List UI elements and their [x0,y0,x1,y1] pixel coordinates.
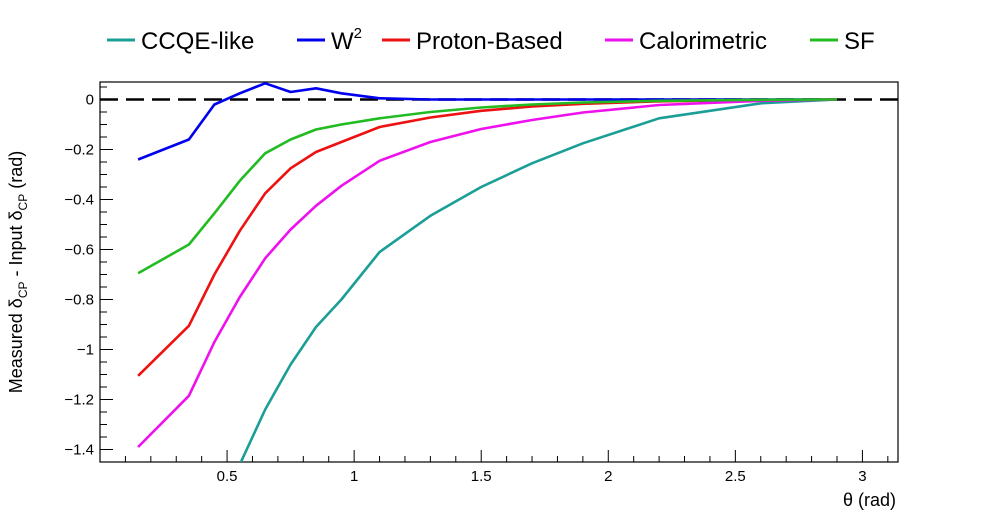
y-tick-label: −0.6 [64,242,94,259]
x-tick-label: 1 [350,468,358,485]
y-axis-title-unit: (rad) [6,151,26,194]
plot-frame [99,81,899,463]
y-axis-title-sub-2: CP [16,194,30,211]
series-line-proton-based [137,98,838,377]
y-axis-title-input: - Input δ [6,210,26,281]
y-tick-label: −1.4 [64,442,94,459]
legend-item: W2 [297,25,362,55]
y-tick-label: −0.8 [64,292,94,309]
legend-label: Calorimetric [639,28,767,55]
legend-item: CCQE-like [107,28,254,55]
y-axis-title-measured: Measured δ [6,298,26,393]
series-line-calorimetric [137,98,838,448]
x-tick-label: 1.5 [471,468,492,485]
legend-label: SF [844,28,875,55]
legend-label: CCQE-like [141,28,254,55]
legend-item: Calorimetric [605,28,767,55]
x-tick-label: 0.5 [217,468,238,485]
x-axis: 0.5 1 1.5 2 2.5 3 [124,450,889,485]
legend: CCQE-like W2 Proton-Based Calorimetric SF [107,25,875,55]
series-line-w [137,82,837,161]
y-axis-title-sub-1: CP [16,282,30,299]
legend-label: W2 [331,25,362,55]
legend-item: SF [810,28,875,55]
y-axis-title: Measured δCP - Input δCP (rad) [6,151,30,393]
x-tick-label: 2.5 [725,468,746,485]
y-tick-label: 0 [86,92,94,109]
y-tick-label: −0.4 [64,192,94,209]
series-line-ccqe-like [239,98,838,462]
x-tick-label: 3 [858,468,866,485]
y-tick-label: −1.2 [64,392,94,409]
y-tick-label: −0.2 [64,142,94,159]
x-axis-title: θ (rad) [843,490,896,510]
series-group [137,82,838,462]
x-tick-label: 2 [604,468,612,485]
series-line-sf [137,98,838,275]
legend-label: Proton-Based [416,28,563,55]
legend-item: Proton-Based [382,28,563,55]
y-axis: 0 −0.2 −0.4 −0.6 −0.8 −1 −1.2 −1.4 [64,86,113,463]
y-tick-label: −1 [77,342,94,359]
